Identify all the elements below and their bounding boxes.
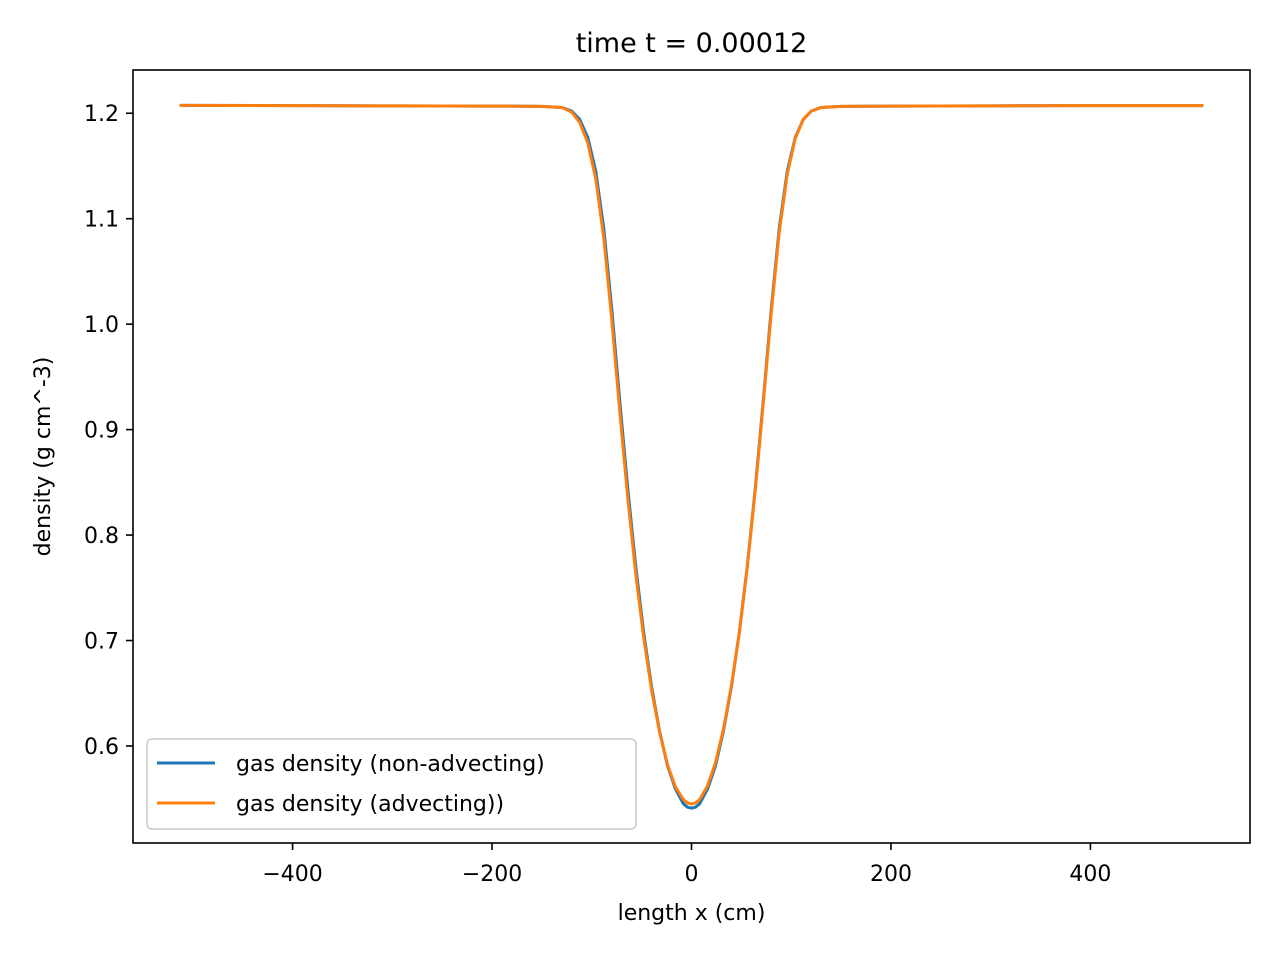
plot-frame (132, 69, 1251, 844)
series-line-1 (179, 103, 1204, 810)
series-line-2 (179, 103, 1204, 806)
y-tick-label: 0.7 (84, 630, 119, 655)
x-tick-label: 400 (1069, 862, 1111, 887)
y-tick-label: 0.9 (84, 419, 119, 444)
x-tick-label: −400 (262, 862, 322, 887)
x-axis-label: length x (cm) (618, 901, 766, 926)
x-tick-label: 0 (685, 862, 699, 887)
y-tick-label: 1.1 (84, 208, 119, 233)
x-tick-label: −200 (462, 862, 522, 887)
y-tick-label: 0.8 (84, 524, 119, 549)
x-ticks: −400 −200 0 200 400 (262, 843, 1111, 887)
legend-label-1: gas density (non-advecting) (236, 752, 545, 777)
chart-title: time t = 0.00012 (576, 28, 808, 59)
y-tick-label: 0.6 (84, 735, 119, 760)
legend-label-2: gas density (advecting)) (236, 792, 504, 817)
series-layer (179, 103, 1204, 810)
legend: gas density (non-advecting) gas density (… (146, 738, 637, 830)
y-axis-label: density (g cm^-3) (31, 357, 56, 557)
y-tick-label: 1.0 (84, 313, 119, 338)
x-tick-label: 200 (870, 862, 912, 887)
y-ticks: 0.6 0.7 0.8 0.9 1.0 1.1 1.2 (84, 102, 133, 760)
y-tick-label: 1.2 (84, 102, 119, 127)
legend-box (146, 738, 637, 830)
